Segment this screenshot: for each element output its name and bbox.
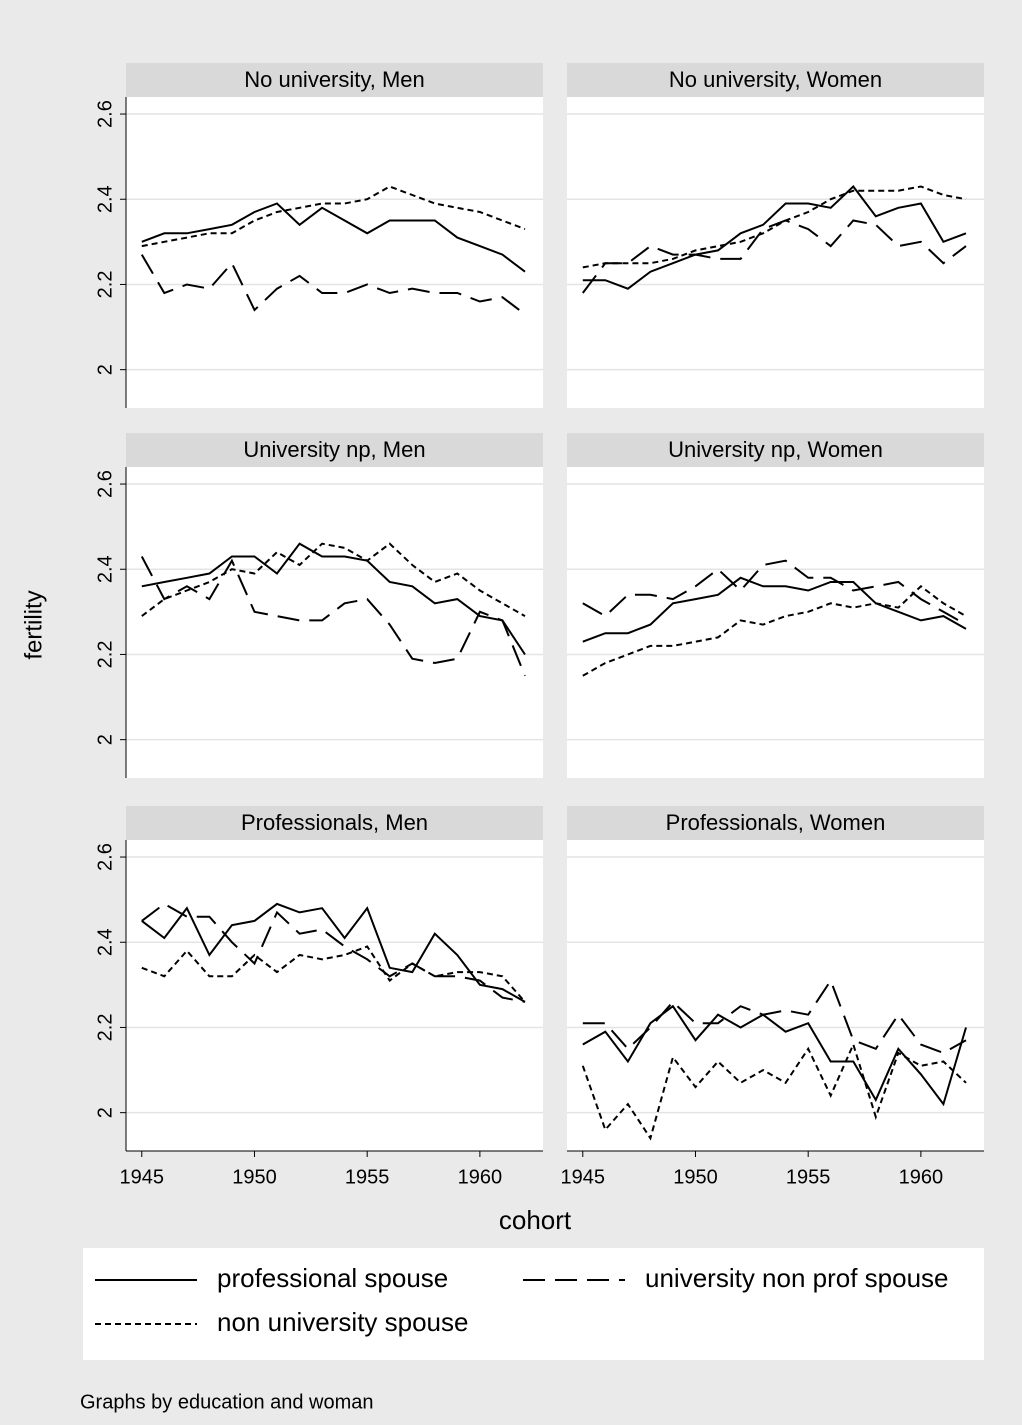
y-tick-label: 2 (94, 734, 116, 745)
panel-title: University np, Women (668, 437, 883, 462)
series-line (581, 1041, 967, 1141)
x-axis-label: cohort (499, 1205, 572, 1235)
strip (567, 806, 984, 840)
series-line (582, 559, 967, 626)
y-tick-label: 2 (94, 364, 116, 375)
plot-area (126, 97, 543, 408)
x-tick-label: 1950 (232, 1166, 277, 1188)
series-line (582, 584, 967, 677)
y-tick-label: 2.4 (94, 185, 116, 213)
y-tick-label: 2.6 (94, 470, 116, 498)
plot-area (567, 467, 984, 778)
series-line (141, 542, 526, 617)
series-line (141, 945, 526, 1003)
y-tick-label: 2 (94, 1107, 116, 1118)
panel-title: Professionals, Women (666, 810, 886, 835)
strip (567, 63, 984, 97)
y-tick-label: 2.2 (94, 641, 116, 669)
series-line (141, 902, 526, 1003)
y-tick-label: 2.4 (94, 928, 116, 956)
series-line (141, 185, 526, 248)
legend-label: professional spouse (217, 1263, 448, 1293)
panel-title: Professionals, Men (241, 810, 428, 835)
series-line (582, 185, 967, 269)
y-tick-label: 2.2 (94, 271, 116, 299)
series-line (582, 1004, 967, 1107)
plot-area (567, 840, 984, 1151)
strip (126, 806, 543, 840)
x-tick-label: 1955 (345, 1166, 390, 1188)
plot-area (567, 97, 984, 408)
note: Graphs by education and woman (80, 1391, 374, 1413)
y-tick-label: 2.6 (94, 843, 116, 871)
series-line (582, 185, 967, 290)
x-tick-label: 1960 (458, 1166, 503, 1188)
legend-box (83, 1248, 984, 1360)
series-line (141, 902, 526, 1003)
x-tick-label: 1955 (786, 1166, 831, 1188)
series-line (140, 556, 526, 677)
y-tick-label: 2.2 (94, 1014, 116, 1042)
x-tick-label: 1950 (673, 1166, 718, 1188)
series-line (582, 576, 967, 643)
x-tick-label: 1945 (120, 1166, 165, 1188)
panel-title: No university, Men (244, 67, 425, 92)
y-axis-label: fertility (20, 590, 47, 659)
panel-title: University np, Men (243, 437, 425, 462)
panel-title: No university, Women (669, 67, 882, 92)
series-line (582, 219, 967, 294)
legend-label: non university spouse (217, 1307, 468, 1337)
x-tick-label: 1960 (899, 1166, 944, 1188)
series-line (141, 202, 526, 273)
legend-label: university non prof spouse (645, 1263, 949, 1293)
strip (126, 63, 543, 97)
series-line (141, 542, 526, 656)
x-tick-label: 1945 (561, 1166, 606, 1188)
y-tick-label: 2.6 (94, 100, 116, 128)
strip (567, 433, 984, 467)
series-line (582, 978, 967, 1055)
y-tick-label: 2.4 (94, 555, 116, 583)
plot-area (126, 467, 543, 778)
series-line (140, 254, 526, 316)
plot-area (126, 840, 543, 1151)
strip (126, 433, 543, 467)
